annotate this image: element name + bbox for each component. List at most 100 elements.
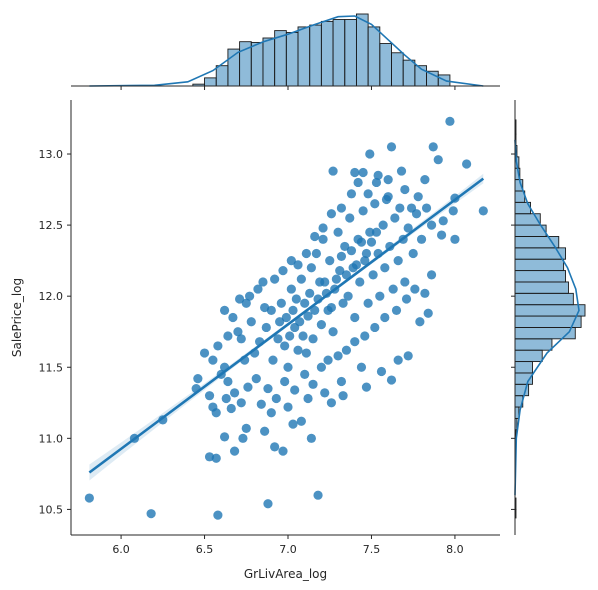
scatter-point: [433, 155, 443, 165]
scatter-point: [293, 260, 303, 270]
scatter-point: [293, 345, 303, 355]
right-hist-bar: [514, 304, 586, 317]
scatter-point: [291, 294, 301, 304]
scatter-point: [368, 270, 378, 280]
scatter-point: [361, 382, 372, 392]
scatter-point: [415, 317, 425, 327]
scatter-point: [229, 446, 240, 456]
right-hist-bar: [514, 361, 533, 374]
scatter-point: [268, 355, 278, 365]
scatter-point: [346, 189, 357, 199]
scatter-point: [199, 348, 210, 358]
right-hist-bar: [514, 327, 576, 340]
scatter-point: [228, 312, 238, 323]
x-tick-label: 8.0: [446, 543, 464, 556]
top-marginal: [71, 13, 500, 90]
scatter-point: [303, 311, 313, 321]
right-hist-bar: [514, 292, 574, 306]
scatter-point: [335, 265, 345, 276]
scatter-point: [219, 305, 230, 315]
scatter-point: [211, 408, 221, 418]
x-tick-label: 6.0: [112, 543, 130, 556]
x-tick-label: 7.0: [279, 543, 297, 556]
scatter-point: [343, 291, 353, 301]
right-hist-bar: [514, 258, 565, 272]
scatter-point: [300, 369, 310, 379]
scatter-point: [321, 288, 331, 298]
top-hist-bar: [309, 24, 322, 87]
scatter-point: [258, 277, 268, 287]
scatter-point: [256, 399, 266, 409]
scatter-point: [436, 230, 447, 240]
scatter-point: [296, 274, 306, 284]
scatter-point: [351, 260, 362, 270]
scatter-point: [350, 337, 360, 347]
scatter-point: [315, 277, 325, 287]
scatter-point: [346, 246, 357, 256]
right-hist-bar: [514, 247, 567, 260]
scatter-point: [261, 322, 271, 333]
top-hist-bar: [344, 19, 357, 87]
scatter-point: [303, 393, 313, 404]
scatter-point: [320, 388, 330, 398]
scatter-point: [310, 305, 320, 315]
scatter-point: [288, 305, 298, 315]
scatter-point: [388, 284, 398, 294]
scatter-point: [341, 345, 352, 355]
scatter-point: [370, 322, 380, 333]
scatter-point: [233, 327, 243, 337]
y-tick-label: 12.0: [39, 290, 64, 303]
scatter-point: [246, 317, 256, 327]
top-hist-bar: [379, 43, 392, 87]
y-tick-label: 11.5: [39, 361, 64, 374]
scatter-point: [365, 149, 375, 159]
scatter-point: [311, 248, 321, 259]
scatter-point: [281, 312, 291, 323]
scatter-point: [341, 270, 352, 280]
scatter-point: [316, 362, 326, 372]
scatter-point: [301, 248, 311, 259]
scatter-point: [226, 403, 236, 414]
scatter-point: [376, 366, 387, 377]
scatter-point: [336, 251, 347, 261]
scatter-point: [450, 234, 460, 244]
top-hist-bar: [274, 30, 287, 87]
scatter-point: [316, 320, 326, 330]
scatter-point: [355, 277, 365, 287]
right-hist-bar: [514, 315, 582, 328]
scatter-point: [326, 398, 337, 408]
scatter-point: [410, 284, 420, 294]
top-hist-bar: [332, 19, 346, 87]
scatter-point: [193, 374, 203, 384]
y-tick-label: 12.5: [39, 219, 64, 232]
scatter-point: [236, 398, 246, 408]
scatter-point: [408, 248, 418, 259]
scatter-point: [326, 209, 337, 219]
top-hist-bar: [391, 52, 404, 87]
scatter-point: [276, 298, 286, 308]
top-hist-bar: [320, 20, 334, 87]
scatter-point: [360, 256, 370, 266]
scatter-point: [308, 379, 318, 389]
scatter-point: [445, 116, 455, 126]
scatter-point: [345, 213, 355, 223]
scatter-point: [290, 385, 300, 395]
scatter-point: [238, 433, 248, 443]
y-axis-label: SalePrice_log: [10, 278, 24, 357]
right-hist-bar: [514, 406, 520, 419]
scatter-point: [260, 302, 270, 313]
right-hist-bar: [514, 338, 553, 351]
scatter-point: [271, 393, 281, 404]
scatter-point: [213, 341, 223, 351]
scatter-point: [270, 274, 280, 284]
scatter-point: [365, 227, 375, 237]
scatter-point: [221, 393, 231, 404]
top-hist-bar: [297, 26, 311, 87]
top-hist-bar: [262, 37, 276, 87]
scatter-points: [84, 116, 488, 520]
top-hist-bar: [285, 32, 299, 87]
x-tick-label: 7.5: [363, 543, 381, 556]
scatter-point: [243, 382, 253, 392]
scatter-point: [375, 291, 385, 301]
scatter-point: [84, 493, 94, 503]
